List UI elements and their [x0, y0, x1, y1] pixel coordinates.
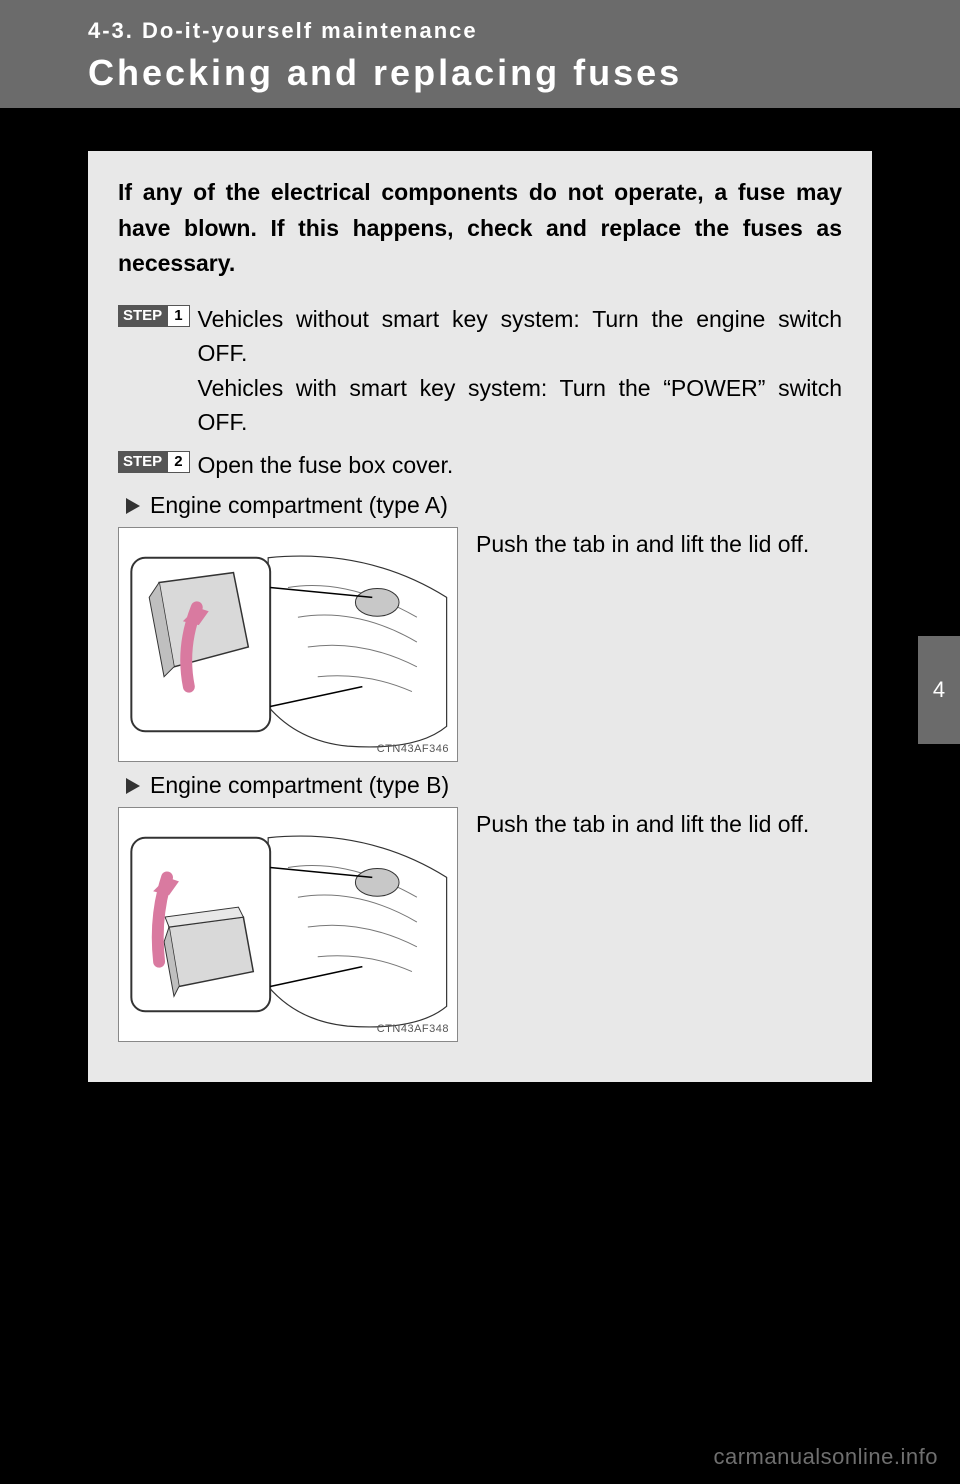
step-2-text: Open the fuse box cover. [198, 448, 842, 483]
figure-a: CTN43AF346 [118, 527, 458, 762]
step-1-line-1: Vehicles without smart key system: Turn … [198, 302, 842, 371]
section-number: 4-3. Do-it-yourself maintenance [88, 18, 960, 44]
watermark: carmanualsonline.info [713, 1444, 938, 1470]
figure-b-caption: CTN43AF348 [377, 1023, 449, 1035]
subheading-b-text: Engine compartment (type B) [150, 772, 449, 799]
chapter-tab: 4 [918, 636, 960, 744]
content-box: If any of the electrical components do n… [88, 151, 872, 1082]
engine-diagram-b-icon [119, 808, 457, 1041]
figure-b-text: Push the tab in and lift the lid off. [476, 807, 842, 842]
subheading-type-b: Engine compartment (type B) [126, 772, 842, 799]
step-badge-number: 1 [167, 305, 189, 327]
figure-a-caption: CTN43AF346 [377, 743, 449, 755]
page-title: Checking and replacing fuses [88, 52, 960, 94]
subheading-a-text: Engine compartment (type A) [150, 492, 448, 519]
step-badge-label: STEP [118, 451, 167, 473]
step-1: STEP 1 Vehicles without smart key system… [118, 302, 842, 440]
triangle-bullet-icon [126, 778, 140, 794]
figure-a-text: Push the tab in and lift the lid off. [476, 527, 842, 562]
step-badge: STEP 1 [118, 305, 190, 327]
step-1-text: Vehicles without smart key system: Turn … [198, 302, 842, 440]
step-badge-number: 2 [167, 451, 189, 473]
intro-text: If any of the electrical components do n… [118, 175, 842, 282]
step-badge: STEP 2 [118, 451, 190, 473]
triangle-bullet-icon [126, 498, 140, 514]
engine-diagram-a-icon [119, 528, 457, 761]
step-1-line-2: Vehicles with smart key system: Turn the… [198, 371, 842, 440]
figure-b: CTN43AF348 [118, 807, 458, 1042]
step-2: STEP 2 Open the fuse box cover. [118, 448, 842, 483]
figure-row-b: CTN43AF348 Push the tab in and lift the … [118, 807, 842, 1042]
subheading-type-a: Engine compartment (type A) [126, 492, 842, 519]
figure-row-a: CTN43AF346 Push the tab in and lift the … [118, 527, 842, 762]
step-badge-label: STEP [118, 305, 167, 327]
header-band: 4-3. Do-it-yourself maintenance Checking… [0, 0, 960, 108]
